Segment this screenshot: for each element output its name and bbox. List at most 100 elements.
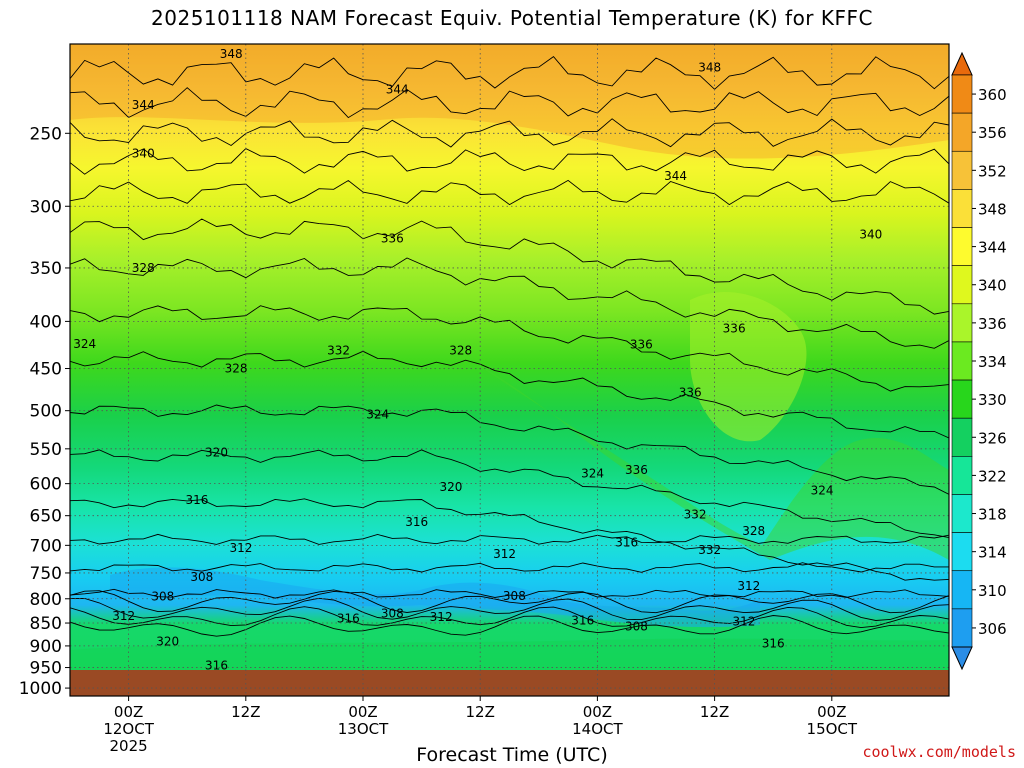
contour-label: 316: [186, 493, 209, 507]
colorbar-tick-label: 318: [978, 506, 1007, 524]
contour-line: [70, 597, 949, 621]
x-tick-label: 12Z: [700, 703, 729, 721]
contour-label: 320: [205, 445, 228, 459]
contour-label: 336: [625, 463, 648, 477]
contour-line: [70, 562, 949, 573]
x-axis-label: Forecast Time (UTC): [416, 744, 608, 766]
contour-line: [70, 606, 949, 629]
colorbar-swatch: [951, 417, 973, 457]
y-tick-label: 900: [30, 637, 62, 657]
y-tick-label: 600: [30, 475, 62, 495]
contour-line: [70, 148, 949, 175]
colorbar-swatch: [951, 494, 973, 533]
colorbar-swatch: [951, 456, 973, 495]
contour-label: 344: [132, 98, 155, 112]
x-tick-label: 14OCT: [572, 720, 623, 738]
chart-title: 2025101118 NAM Forecast Equiv. Potential…: [151, 6, 873, 30]
x-tick-label: 00Z: [583, 703, 612, 721]
contour-label: 328: [132, 261, 155, 275]
y-tick-label: 450: [30, 360, 62, 380]
contour-label: 312: [112, 609, 135, 623]
contour-label: 312: [732, 615, 755, 629]
x-tick-label: 12Z: [466, 703, 495, 721]
y-tick-label: 400: [30, 312, 62, 332]
colorbar-tick-label: 348: [978, 200, 1007, 218]
colorbar-tick-label: 334: [978, 353, 1007, 371]
contour-label: 316: [615, 535, 638, 549]
theta-e-feature: [70, 638, 949, 670]
y-tick-label: 950: [30, 659, 62, 679]
x-tick-label: 00Z: [114, 703, 143, 721]
contour-label: 336: [630, 338, 653, 352]
colorbar-tick-label: 360: [978, 86, 1007, 104]
x-tick-label: 15OCT: [807, 720, 858, 738]
contour-label: 324: [366, 408, 389, 422]
contour-label: 316: [205, 658, 228, 672]
y-tick-label: 650: [30, 507, 62, 527]
contour-label: 324: [73, 337, 96, 351]
contour-label: 340: [859, 228, 882, 242]
contour-label: 332: [327, 343, 350, 357]
colorbar-swatch: [951, 189, 973, 228]
contour-label: 340: [132, 147, 155, 161]
contour-line: [70, 257, 949, 349]
contour-line: [70, 218, 949, 315]
grid-lines: [70, 44, 949, 696]
contour-line: [70, 305, 949, 392]
y-tick-label: 250: [30, 124, 62, 144]
contour-label: 332: [698, 543, 721, 557]
colorbar-tick-label: 344: [978, 239, 1007, 257]
contour-line: [70, 588, 949, 599]
plot-frame: [69, 43, 950, 697]
contour-label: 336: [679, 386, 702, 400]
contour-label: 320: [156, 634, 179, 648]
contour-label: 328: [225, 362, 248, 376]
colorbar-tick-label: 356: [978, 124, 1007, 142]
colorbar-tick-label: 322: [978, 467, 1007, 485]
contour-label: 312: [737, 579, 760, 593]
contour-label: 316: [571, 614, 594, 628]
contour-label: 316: [762, 637, 785, 651]
x-tick-label: 12OCT: [103, 720, 154, 738]
colorbar-swatch: [951, 303, 973, 343]
contour-label: 312: [493, 547, 516, 561]
site-credit: coolwx.com/models: [862, 743, 1016, 761]
contour-line: [70, 449, 949, 539]
contour-line: [70, 404, 949, 495]
colorbar-tick-label: 306: [978, 620, 1007, 638]
contour-line: [70, 590, 949, 614]
colorbar-swatch: [951, 227, 973, 266]
contour-label: 336: [723, 321, 746, 335]
contour-line: [70, 533, 949, 545]
contour-labels: 348 348 344 344 344 340 340 336 336 336 336 336 332 3…: [73, 47, 882, 673]
contour-line: [70, 87, 949, 119]
colorbar-tick-label: 340: [978, 277, 1007, 295]
contour-label: 308: [190, 570, 213, 584]
contour-line: [70, 350, 949, 439]
contour-label: 308: [503, 589, 526, 603]
contour-lines: [70, 55, 949, 637]
contour-label: 344: [386, 82, 409, 96]
colorbar-tick-label: 336: [978, 315, 1007, 333]
contour-label: 316: [405, 515, 428, 529]
x-tick-label: 00Z: [348, 703, 377, 721]
contour-label: 312: [229, 541, 252, 555]
colorbar-tick-label: 314: [978, 544, 1007, 562]
y-axis: 250 300 350 400 450 500 550 600 650 700 750 800 850 9…: [19, 124, 70, 699]
y-tick-label: 500: [30, 402, 62, 422]
colorbar-swatch: [951, 341, 973, 381]
x-tick-label: 12Z: [231, 703, 260, 721]
contour-label: 324: [811, 483, 834, 497]
contour-label: 348: [220, 47, 243, 61]
colorbar-swatch: [951, 379, 973, 419]
colorbar-swatch: [951, 532, 973, 572]
contour-label: 328: [449, 343, 472, 357]
x-tick-label: 2025: [110, 737, 148, 755]
contour-line: [70, 615, 949, 637]
theta-e-feature: [70, 44, 949, 159]
colorbar-swatch: [951, 112, 973, 152]
contour-line: [70, 179, 949, 206]
contour-label: 348: [698, 60, 721, 74]
